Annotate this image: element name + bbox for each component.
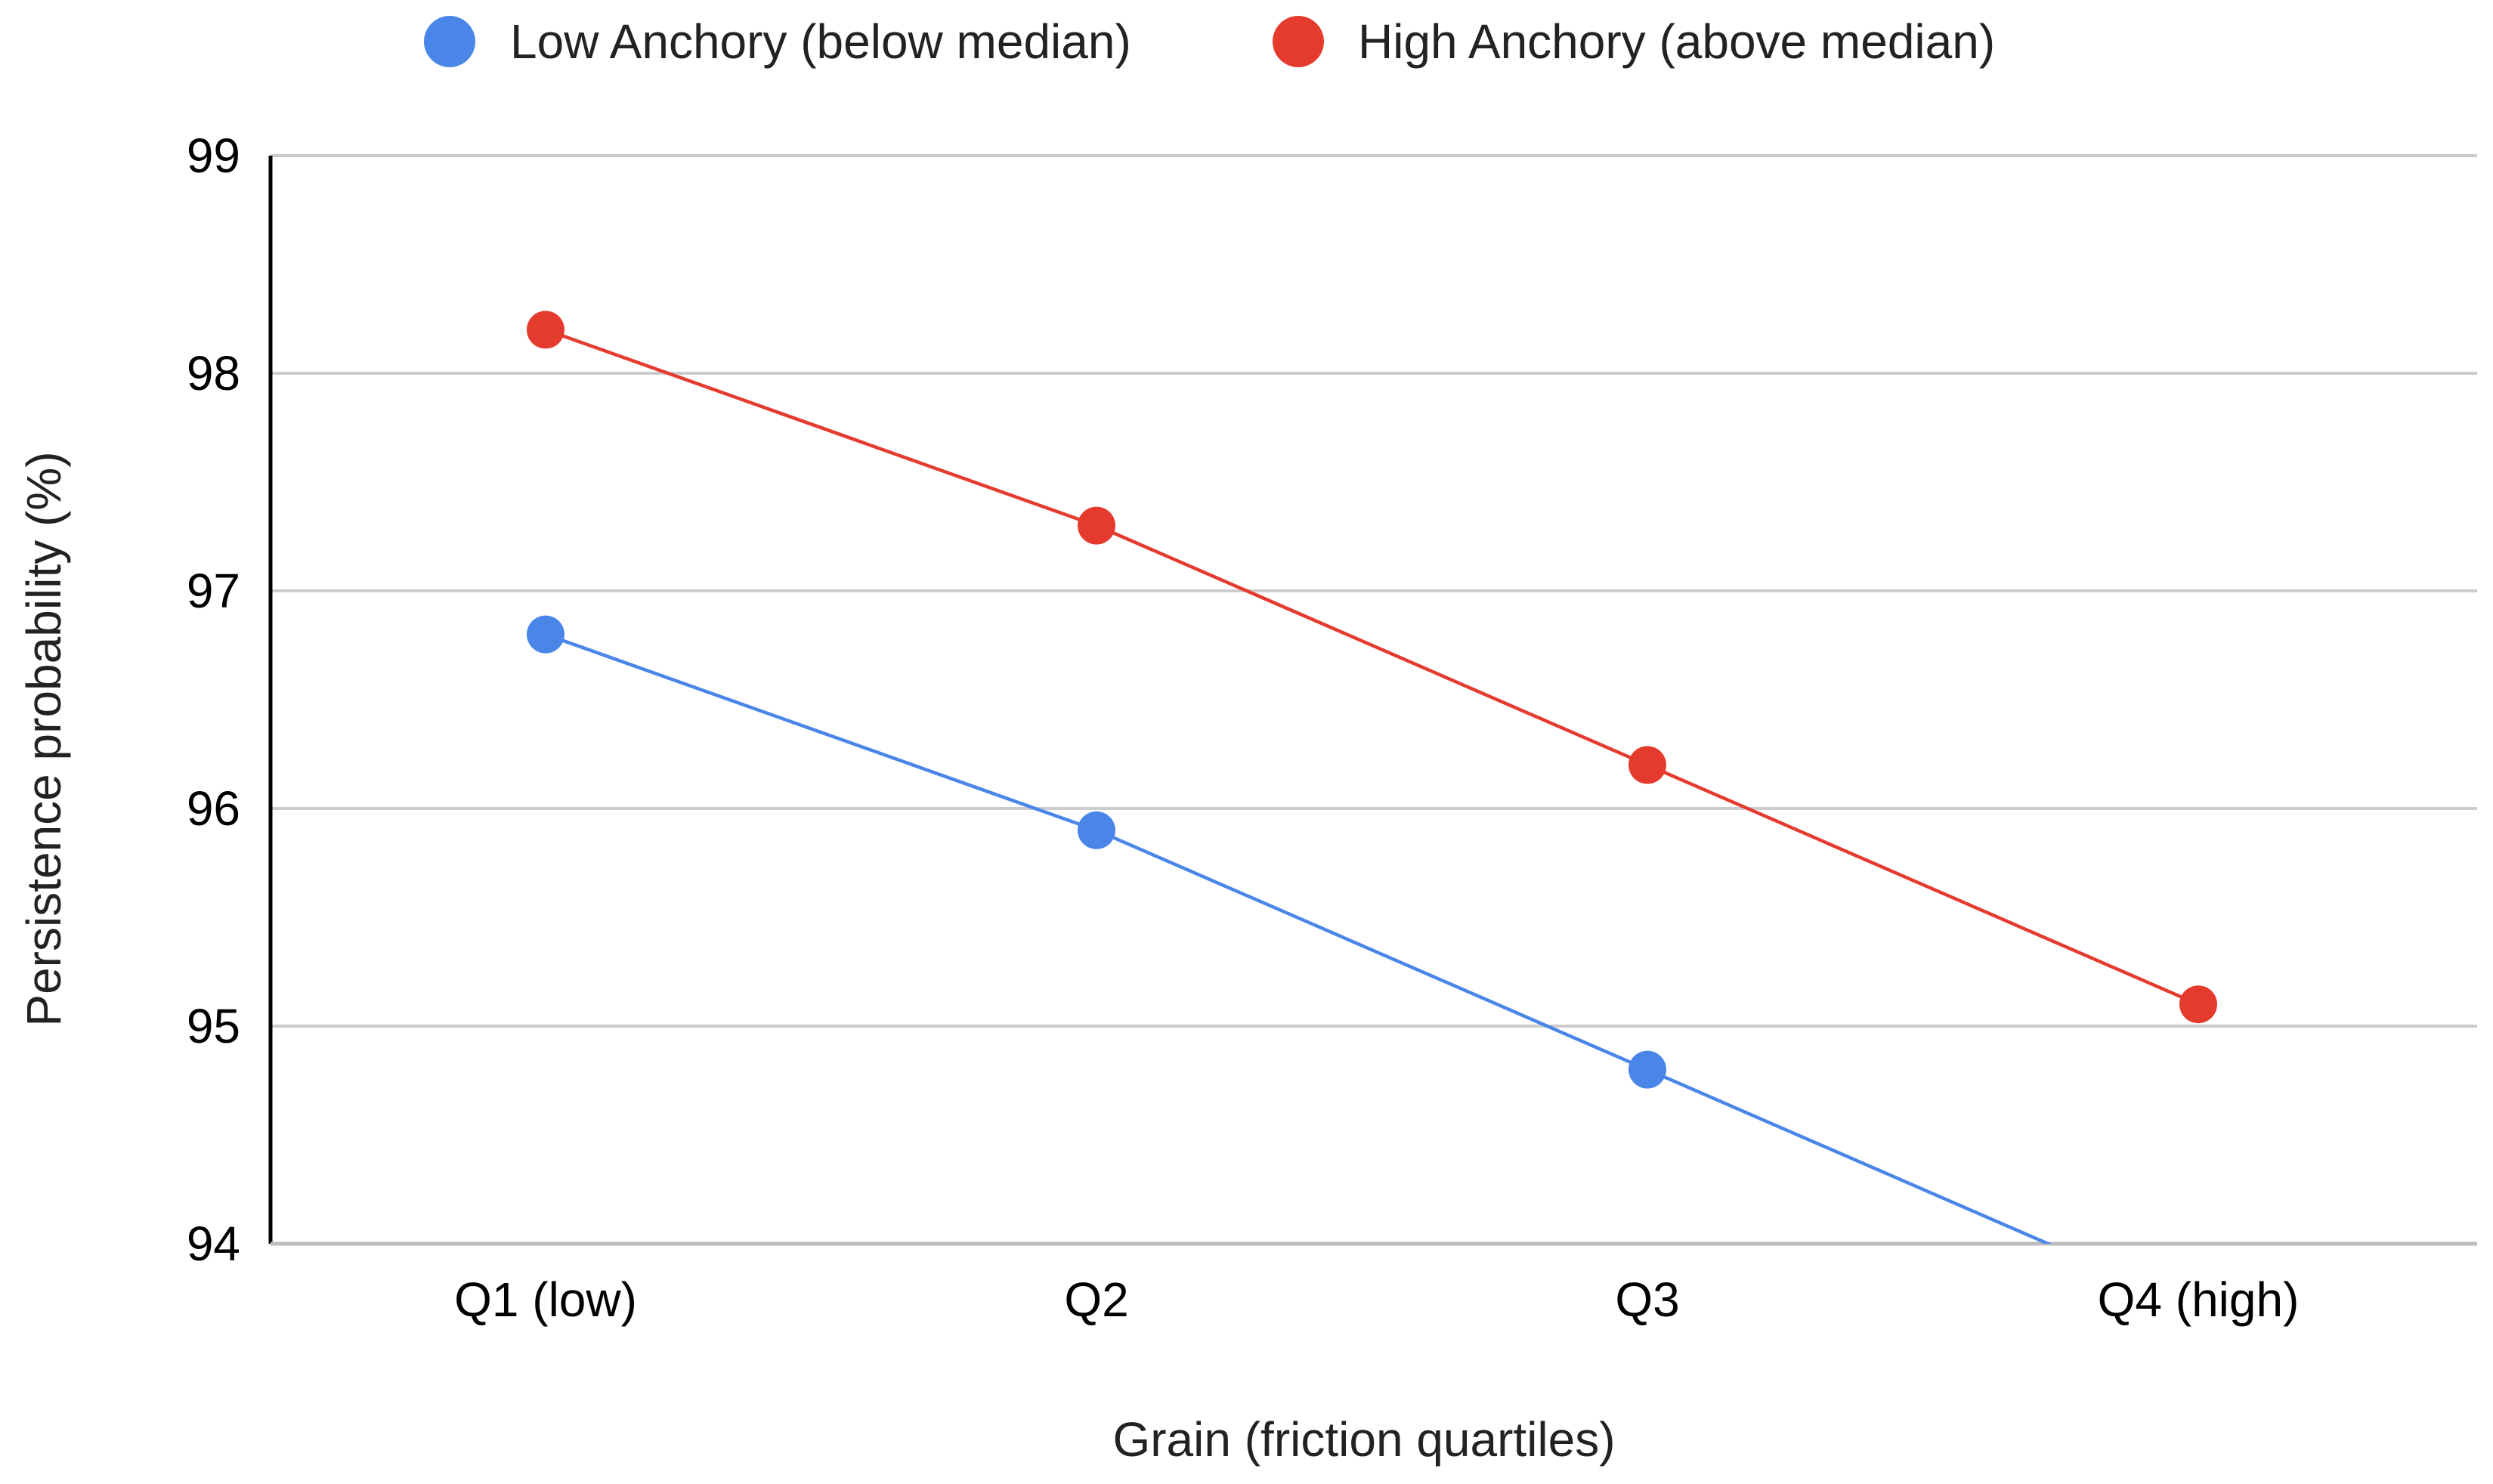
series-lines (545, 328, 2199, 1244)
data-point (1628, 746, 1666, 784)
y-axis-title: Persistence probability (%) (17, 451, 71, 1026)
y-axis: 94 95 96 97 98 99 (187, 128, 273, 1271)
x-tick-label: Q2 (1064, 1272, 1128, 1327)
x-tick-label: Q3 (1615, 1272, 1679, 1327)
series-line-0 (545, 632, 2052, 1244)
legend-marker-high-anchory (1273, 16, 1324, 67)
x-axis-title: Grain (friction quartiles) (1112, 1412, 1615, 1467)
data-point (527, 615, 564, 654)
x-tick-label: Q4 (high) (2098, 1272, 2300, 1327)
data-point (1628, 1050, 1666, 1089)
legend-label-high-anchory: High Anchory (above median) (1358, 14, 1995, 69)
y-tick-label: 95 (187, 999, 240, 1053)
y-tick-label: 97 (187, 564, 240, 618)
gridlines (271, 154, 2477, 1028)
data-point (1078, 811, 1115, 849)
legend-marker-low-anchory (424, 16, 475, 67)
y-tick-label: 98 (187, 346, 240, 400)
data-points (527, 311, 2217, 1089)
data-point (527, 311, 564, 349)
legend-label-low-anchory: Low Anchory (below median) (510, 14, 1131, 69)
data-point (1078, 506, 1115, 545)
series-line-1 (545, 328, 2199, 1006)
y-tick-label: 96 (187, 781, 240, 836)
data-point (2179, 985, 2217, 1024)
y-tick-label: 99 (187, 128, 240, 183)
y-tick-label: 94 (187, 1217, 240, 1271)
x-axis: Q1 (low) Q2 Q3 Q4 (high) (271, 1241, 2477, 1327)
legend: Low Anchory (below median) High Anchory … (424, 14, 1995, 69)
x-tick-label: Q1 (low) (454, 1272, 637, 1327)
